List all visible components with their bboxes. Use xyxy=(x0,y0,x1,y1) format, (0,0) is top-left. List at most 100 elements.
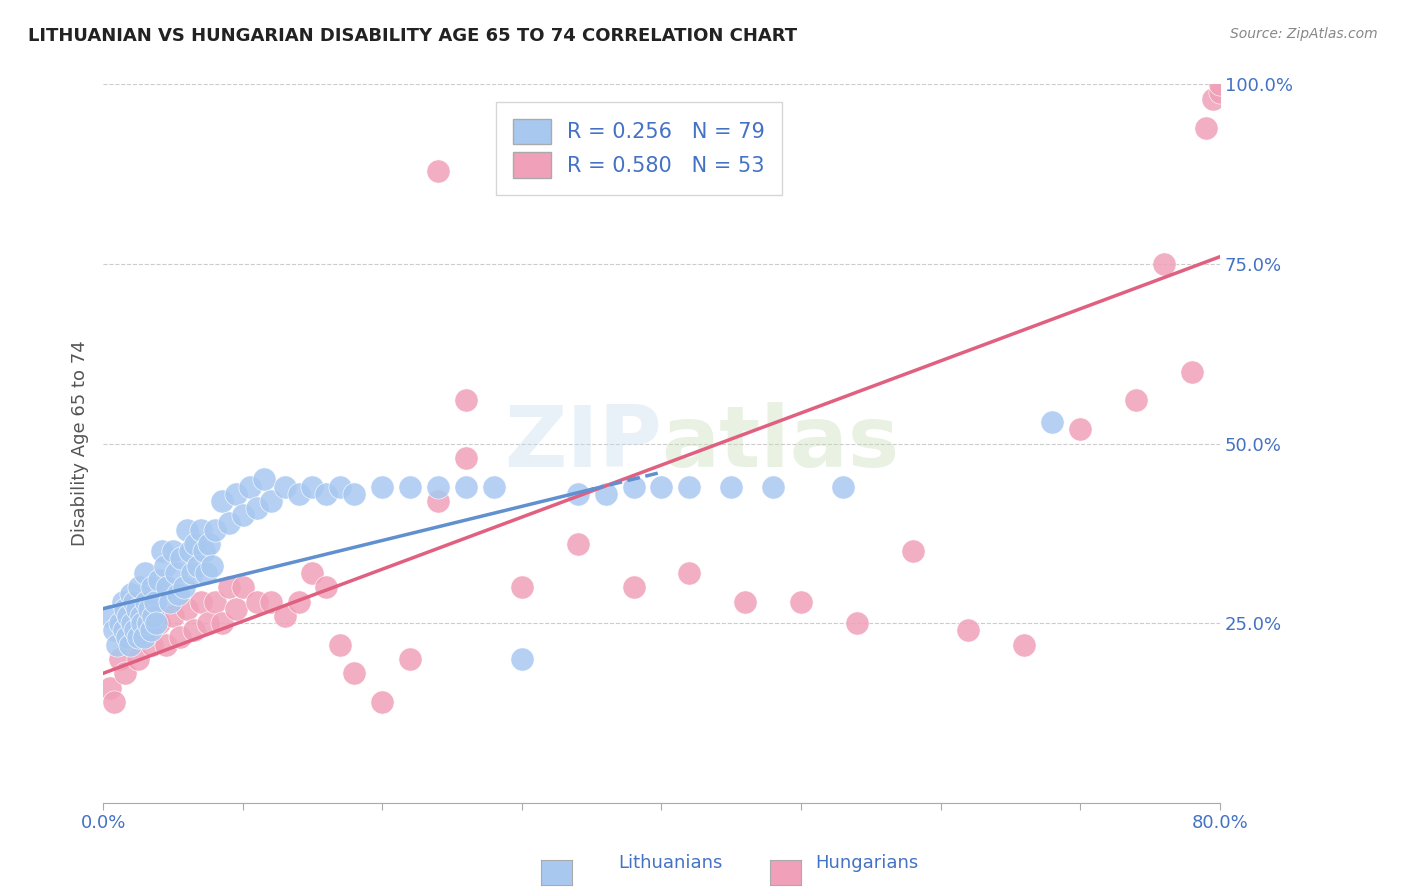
Point xyxy=(150,544,173,558)
Point xyxy=(148,615,170,630)
Point xyxy=(734,594,756,608)
Point xyxy=(273,608,295,623)
Point xyxy=(204,594,226,608)
Point xyxy=(156,580,179,594)
Point xyxy=(114,666,136,681)
Point xyxy=(139,624,162,638)
Point xyxy=(195,566,218,580)
Point xyxy=(831,480,853,494)
Point xyxy=(134,566,156,580)
Point xyxy=(184,537,207,551)
Point xyxy=(148,573,170,587)
Point xyxy=(1153,257,1175,271)
Point xyxy=(225,487,247,501)
Point xyxy=(103,624,125,638)
Point xyxy=(790,594,813,608)
Text: Lithuanians: Lithuanians xyxy=(619,855,723,872)
Point xyxy=(678,480,700,494)
Point xyxy=(141,638,163,652)
Point xyxy=(145,615,167,630)
Point xyxy=(127,652,149,666)
Point xyxy=(595,487,617,501)
Point xyxy=(198,537,221,551)
Point xyxy=(218,580,240,594)
Point xyxy=(118,638,141,652)
Point xyxy=(142,608,165,623)
Point xyxy=(762,480,785,494)
Point xyxy=(901,544,924,558)
Point xyxy=(143,594,166,608)
Point xyxy=(153,558,176,573)
Point xyxy=(678,566,700,580)
Point xyxy=(159,594,181,608)
Point xyxy=(315,487,337,501)
Point xyxy=(301,480,323,494)
Point xyxy=(138,601,160,615)
Point xyxy=(211,494,233,508)
Point xyxy=(132,631,155,645)
Y-axis label: Disability Age 65 to 74: Disability Age 65 to 74 xyxy=(72,341,89,547)
Point xyxy=(98,608,121,623)
Point xyxy=(1069,422,1091,436)
Point xyxy=(246,594,269,608)
Point xyxy=(301,566,323,580)
Point xyxy=(190,523,212,537)
Point xyxy=(253,472,276,486)
Point xyxy=(371,480,394,494)
Point xyxy=(131,615,153,630)
Point xyxy=(121,615,143,630)
Point xyxy=(129,608,152,623)
Point xyxy=(1125,393,1147,408)
Point xyxy=(167,587,190,601)
Point xyxy=(510,652,533,666)
Point xyxy=(259,594,281,608)
Point xyxy=(117,608,139,623)
Point xyxy=(122,594,145,608)
Point xyxy=(124,624,146,638)
Point xyxy=(179,544,201,558)
Point xyxy=(1209,85,1232,99)
Point xyxy=(567,537,589,551)
Point xyxy=(183,624,205,638)
Point xyxy=(162,608,184,623)
Point xyxy=(201,558,224,573)
Point xyxy=(125,601,148,615)
Point xyxy=(232,580,254,594)
Text: atlas: atlas xyxy=(661,402,900,485)
Point xyxy=(845,615,868,630)
Point xyxy=(427,163,450,178)
Point xyxy=(135,594,157,608)
Point xyxy=(181,566,204,580)
Point xyxy=(399,480,422,494)
Point xyxy=(259,494,281,508)
Point xyxy=(454,393,477,408)
Point xyxy=(287,487,309,501)
Point xyxy=(155,638,177,652)
Point xyxy=(136,615,159,630)
Point xyxy=(190,594,212,608)
Point xyxy=(218,516,240,530)
Point xyxy=(454,480,477,494)
Text: ZIP: ZIP xyxy=(503,402,661,485)
Point xyxy=(193,544,215,558)
Point xyxy=(128,580,150,594)
Point xyxy=(510,580,533,594)
Point xyxy=(176,601,198,615)
Text: Source: ZipAtlas.com: Source: ZipAtlas.com xyxy=(1230,27,1378,41)
Point xyxy=(204,523,226,537)
Point xyxy=(623,480,645,494)
Text: Hungarians: Hungarians xyxy=(815,855,918,872)
Point xyxy=(134,615,156,630)
Point xyxy=(105,638,128,652)
Point xyxy=(112,624,135,638)
Point xyxy=(197,615,219,630)
Point xyxy=(273,480,295,494)
Point xyxy=(115,631,138,645)
Point xyxy=(427,480,450,494)
Point xyxy=(141,580,163,594)
Point xyxy=(120,638,142,652)
Point xyxy=(162,544,184,558)
Point xyxy=(120,587,142,601)
Point xyxy=(427,494,450,508)
Point xyxy=(957,624,980,638)
